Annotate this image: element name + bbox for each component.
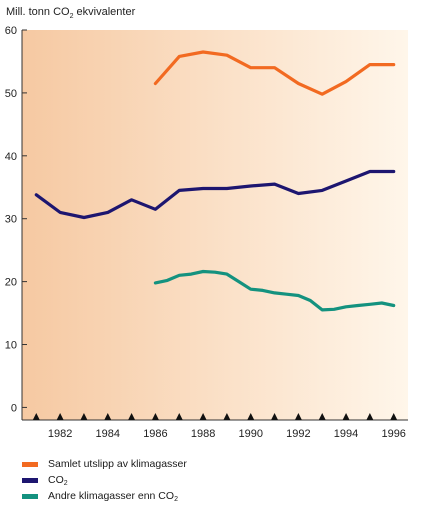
year-marker (32, 413, 40, 420)
x-tick-label: 1992 (286, 428, 310, 440)
year-marker (56, 413, 64, 420)
year-marker (366, 413, 374, 420)
legend-item-co2: CO2 (22, 472, 187, 488)
x-tick-label: 1986 (143, 428, 167, 440)
year-marker (271, 413, 279, 420)
y-tick-label: 60 (5, 25, 17, 37)
x-tick-label: 1982 (48, 428, 72, 440)
y-tick-label: 10 (5, 340, 17, 352)
legend-swatch-co2 (22, 477, 38, 483)
series-line-total (153, 50, 396, 96)
x-tick-label: 1994 (334, 428, 358, 440)
series-layer (34, 50, 396, 312)
year-marker (247, 413, 255, 420)
year-marker (199, 413, 207, 420)
year-marker (151, 413, 159, 420)
y-tick-label: 30 (5, 214, 17, 226)
year-marker (104, 413, 112, 420)
legend-item-total: Samlet utslipp av klimagasser (22, 456, 187, 472)
legend-label-co2: CO2 (48, 473, 68, 487)
legend-label-total: Samlet utslipp av klimagasser (48, 458, 187, 470)
axes: 0 10 20 30 40 50 60 1982 1984 1986 1988 1990 1992 199… (5, 25, 408, 440)
legend: Samlet utslipp av klimagasser CO2 Andre … (22, 456, 187, 504)
year-marker (175, 413, 183, 420)
y-tick-label: 40 (5, 151, 17, 163)
legend-swatch-other (22, 493, 38, 499)
x-tick-label: 1990 (238, 428, 262, 440)
legend-item-other: Andre klimagasser enn CO2 (22, 488, 187, 504)
x-tick-label: 1988 (191, 428, 215, 440)
year-marker (128, 413, 136, 420)
year-marker (342, 413, 350, 420)
x-tick-label: 1996 (381, 428, 405, 440)
year-marker (223, 413, 231, 420)
y-tick-label: 20 (5, 277, 17, 289)
y-tick-label: 0 (11, 402, 17, 414)
y-tick-label: 50 (5, 88, 17, 100)
legend-swatch-total (22, 461, 38, 467)
year-marker (80, 413, 88, 420)
legend-label-other: Andre klimagasser enn CO2 (48, 489, 178, 503)
y-axis-label: Mill. tonn CO2 ekvivalenter (6, 6, 136, 20)
plot-background (22, 30, 408, 420)
year-marker (318, 413, 326, 420)
series-line-co2 (34, 169, 396, 220)
x-tick-label: 1984 (96, 428, 120, 440)
year-marker (294, 413, 302, 420)
line-chart: 0 10 20 30 40 50 60 1982 1984 1986 1988 1990 1992 199… (5, 6, 408, 440)
year-marker (390, 413, 398, 420)
series-line-other (153, 269, 396, 312)
